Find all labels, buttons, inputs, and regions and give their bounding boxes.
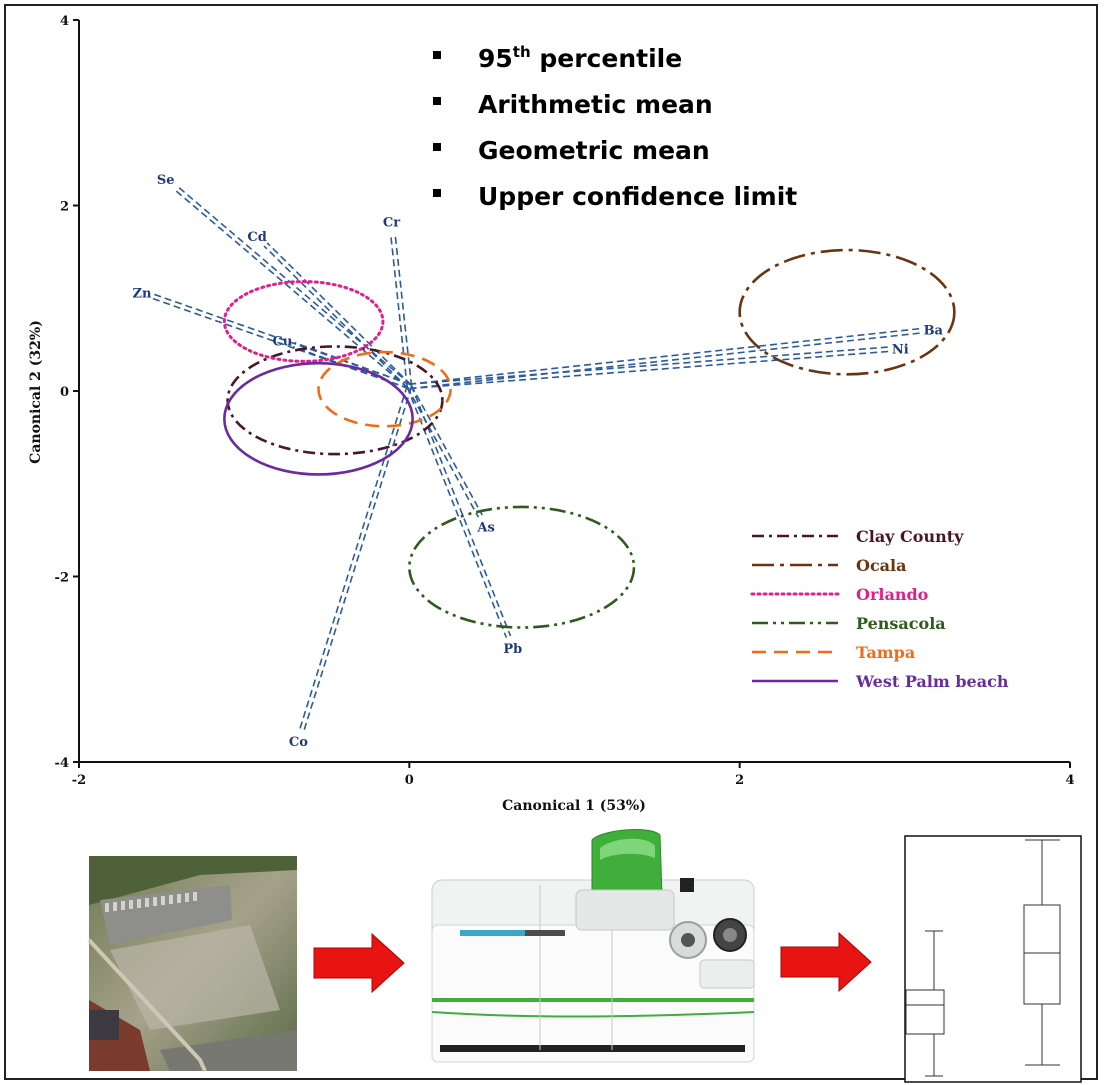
legend-label: Orlando [856, 585, 929, 604]
statistics-legend-item: Arithmetic mean [478, 90, 713, 119]
y-tick-label: -2 [55, 571, 69, 586]
vector-line [394, 233, 413, 387]
vector-label: Cr [383, 215, 400, 230]
vector-line [410, 384, 483, 516]
statistics-legend: 95th percentile Arithmetic mean Geometric … [433, 43, 797, 211]
workflow-arrow-2 [780, 931, 872, 993]
x-tick-label: 4 [1065, 773, 1074, 788]
legend-label: Tampa [856, 643, 915, 662]
legend-bullet [433, 189, 441, 197]
vector-line [409, 332, 922, 390]
vector-line [406, 387, 480, 518]
ellipse-orlando [222, 280, 385, 363]
x-tick-label: 0 [405, 773, 414, 788]
x-tick-label: -2 [72, 773, 86, 788]
ellipse-west-palm-beach [223, 361, 414, 476]
vector-line [175, 184, 412, 386]
legend-label: West Palm beach [855, 672, 1009, 691]
vector-line [389, 233, 408, 387]
vector-label: Ba [924, 323, 944, 338]
x-axis-title: Canonical 1 (53%) [502, 798, 646, 814]
legend-bullet [433, 51, 441, 59]
legend-bullet [433, 143, 441, 151]
vector-label: Ni [892, 342, 909, 357]
statistics-legend-item: 95th percentile [478, 43, 682, 73]
y-tick-label: 2 [60, 200, 69, 215]
vector-line [406, 386, 508, 638]
vector-line [303, 386, 413, 731]
vector-label: Se [157, 173, 175, 188]
vector-line [263, 245, 409, 389]
x-tick-label: 2 [735, 773, 744, 788]
ellipse-pensacola [408, 505, 636, 629]
legend-bullet [433, 97, 441, 105]
legend-label: Ocala [856, 556, 907, 575]
vector-line [266, 242, 412, 386]
plot-axes [78, 20, 1070, 763]
vector-pb: Pb [406, 385, 522, 657]
vector-ba: Ba [409, 323, 944, 390]
vector-line [172, 188, 409, 389]
ellipse-clay-county [226, 345, 444, 456]
y-tick-label: -4 [55, 756, 69, 771]
vector-as: As [406, 384, 495, 536]
workflow-arrow-1 [313, 932, 405, 994]
boxplot-illustration [904, 835, 1082, 1083]
vector-se: Se [157, 173, 412, 389]
figure-frame [4, 4, 1098, 1080]
y-axis-title: Canonical 2 (32%) [28, 320, 44, 464]
vector-ni: Ni [409, 342, 909, 390]
vector-line [410, 385, 512, 637]
legend-label: Clay County [856, 527, 964, 546]
vector-label: As [476, 521, 494, 536]
statistics-legend-item: Upper confidence limit [478, 182, 797, 211]
vector-label: Pb [503, 642, 522, 657]
y-tick-label: 0 [60, 385, 69, 400]
vector-line [294, 341, 411, 386]
vector-cr: Cr [383, 215, 413, 387]
statistics-legend-item: Geometric mean [478, 136, 710, 165]
legend-label: Pensacola [856, 614, 946, 633]
vector-cd: Cd [247, 230, 412, 389]
vector-label: Zn [133, 286, 152, 301]
vector-line [409, 350, 889, 390]
vector-line [409, 327, 922, 385]
vector-label: Cd [247, 230, 266, 245]
vector-label: Co [289, 735, 308, 750]
aerial-site-photo [87, 856, 297, 1072]
vector-label: Cu [273, 335, 293, 350]
y-tick-label: 4 [60, 14, 69, 29]
vector-line [409, 346, 889, 385]
ellipse-tampa [317, 350, 452, 428]
city-legend: Clay County Ocala Orlando Pensacola Tampa Wes… [750, 527, 1009, 691]
ellipse-ocala [738, 248, 956, 376]
vector-line [299, 385, 408, 730]
vector-zn: Zn [133, 286, 411, 390]
loading-vectors: Se Cd Zn Cu Cr Ba Ni As Pb Co [133, 173, 944, 750]
vector-co: Co [289, 385, 413, 750]
icp-ms-instrument-illustration [431, 829, 755, 1063]
group-ellipses [222, 248, 956, 629]
workflow-illustration [87, 829, 1082, 1083]
